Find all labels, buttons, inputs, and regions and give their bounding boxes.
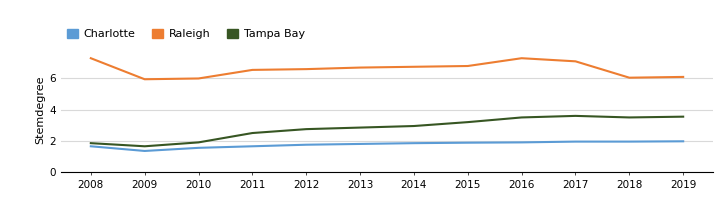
Legend: Charlotte, Raleigh, Tampa Bay: Charlotte, Raleigh, Tampa Bay	[67, 29, 305, 39]
Y-axis label: Stemdegree: Stemdegree	[35, 75, 45, 144]
